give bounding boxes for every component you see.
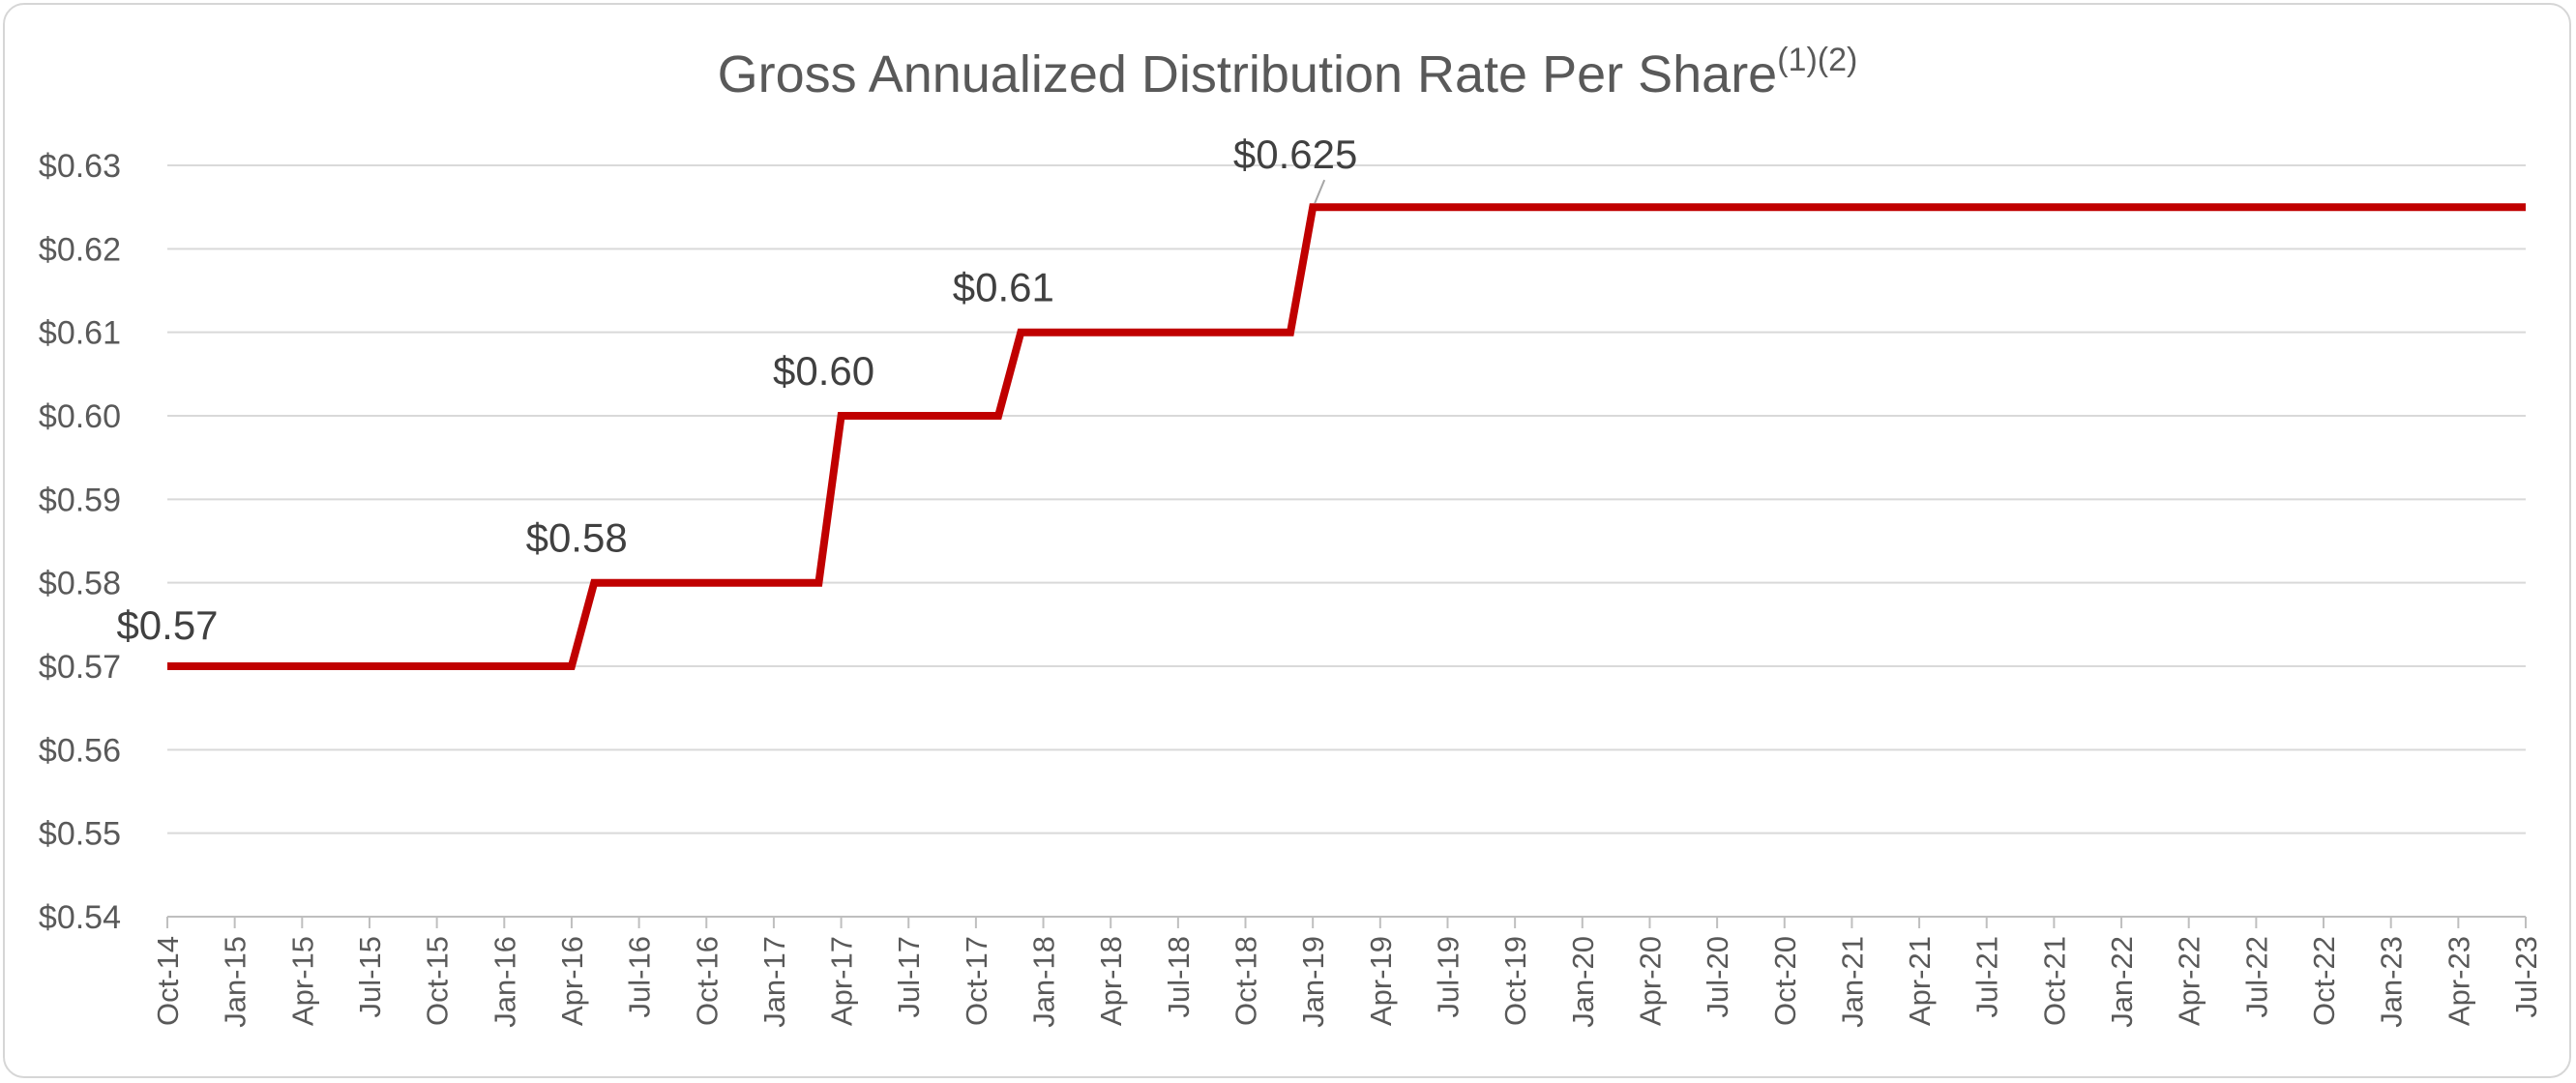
x-tick-label: Apr-16	[555, 936, 589, 1026]
chart-title: Gross Annualized Distribution Rate Per S…	[718, 42, 1858, 103]
x-tick-label: Jul-22	[2239, 936, 2273, 1017]
x-tick-label: Oct-20	[1768, 936, 1802, 1026]
x-tick-label: Jul-15	[353, 936, 387, 1017]
x-tick-label: Oct-18	[1229, 936, 1263, 1026]
x-tick-label: Apr-17	[825, 936, 859, 1026]
y-tick-label: $0.56	[39, 732, 121, 769]
series-line	[167, 203, 2526, 670]
x-tick-label: Apr-21	[1903, 936, 1937, 1026]
x-tick-label: Oct-16	[690, 936, 724, 1026]
y-tick-label: $0.60	[39, 398, 121, 435]
data-label: $0.625	[1233, 132, 1357, 177]
x-tick-label: Jan-18	[1027, 936, 1061, 1028]
x-tick-label: Jan-22	[2105, 936, 2139, 1028]
y-axis: $0.54 $0.55 $0.56 $0.57 $0.58 $0.59 $0.60 $0.61…	[39, 148, 121, 936]
chart-frame	[3, 3, 2571, 1078]
x-tick-label: Jul-17	[892, 936, 926, 1017]
x-tick-label: Apr-23	[2442, 936, 2475, 1026]
x-tick-label: Jan-16	[488, 936, 521, 1028]
x-tick-label: Jul-19	[1431, 936, 1465, 1017]
y-tick-label: $0.59	[39, 482, 121, 518]
x-tick-label: Jan-17	[757, 936, 791, 1028]
x-tick-label: Apr-18	[1094, 936, 1128, 1026]
x-tick-label: Jan-20	[1566, 936, 1600, 1028]
y-tick-label: $0.62	[39, 231, 121, 268]
x-tick-label: Apr-22	[2173, 936, 2206, 1026]
x-axis: Oct-14 Jan-15 Apr-15 Jul-15 Oct-15 Jan-16 Apr-…	[151, 916, 2543, 1028]
x-tick-label: Oct-14	[151, 936, 185, 1026]
x-tick-label: Jul-18	[1162, 936, 1196, 1017]
x-tick-label: Jan-19	[1296, 936, 1330, 1028]
y-tick-label: $0.55	[39, 816, 121, 853]
y-tick-label: $0.63	[39, 148, 121, 185]
x-tick-label: Jan-15	[219, 936, 252, 1028]
y-tick-label: $0.54	[39, 899, 121, 936]
x-tick-label: Jul-20	[1701, 936, 1734, 1017]
chart-title-superscript: (1)(2)	[1777, 42, 1857, 78]
x-tick-label: Apr-15	[285, 936, 319, 1026]
x-tick-label: Jul-16	[623, 936, 657, 1017]
data-label: $0.57	[116, 602, 218, 648]
x-tick-label: Jan-21	[1835, 936, 1869, 1028]
x-tick-label: Oct-15	[421, 936, 455, 1026]
x-tick-label: Oct-22	[2307, 936, 2341, 1026]
x-tick-label: Oct-21	[2037, 936, 2071, 1026]
data-label: $0.61	[953, 265, 1054, 310]
y-tick-label: $0.58	[39, 566, 121, 602]
x-tick-label: Oct-19	[1498, 936, 1532, 1026]
data-labels: $0.57 $0.58 $0.60 $0.61 $0.625	[116, 132, 1357, 648]
x-tick-label: Jul-23	[2509, 936, 2543, 1017]
x-tick-label: Jul-21	[1970, 936, 2004, 1017]
x-tick-label: Apr-20	[1633, 936, 1667, 1026]
chart-title-main: Gross Annualized Distribution Rate Per S…	[718, 45, 1778, 103]
data-label-leader-line	[1314, 179, 1326, 204]
x-tick-label: Apr-19	[1364, 936, 1398, 1026]
x-tick-label: Oct-17	[960, 936, 993, 1026]
series-group	[167, 203, 2526, 670]
data-label: $0.60	[773, 348, 874, 394]
data-label: $0.58	[526, 515, 628, 561]
y-tick-label: $0.57	[39, 649, 121, 686]
gridlines	[167, 164, 2526, 918]
x-tick-label: Jan-23	[2375, 936, 2409, 1028]
y-tick-label: $0.61	[39, 315, 121, 352]
